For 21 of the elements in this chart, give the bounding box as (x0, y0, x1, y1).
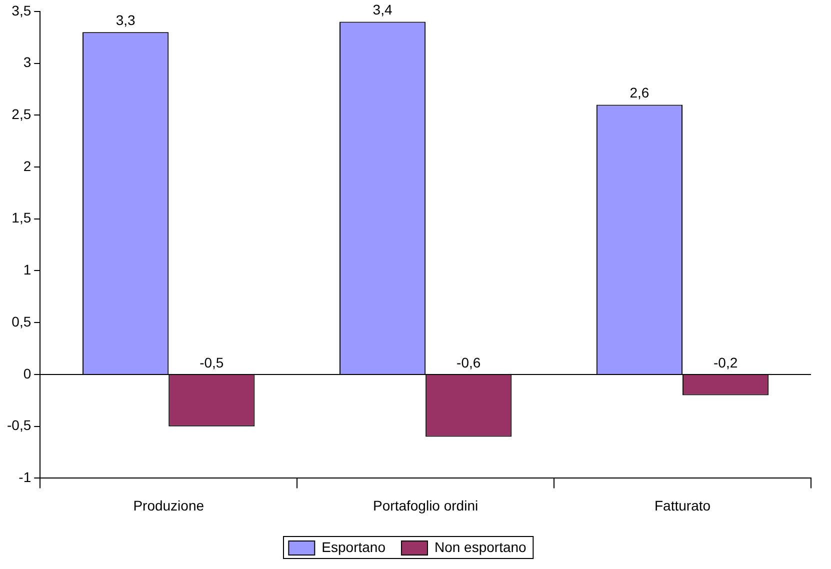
y-tick-label: 0,5 (12, 313, 32, 330)
data-label: -0,6 (456, 354, 481, 370)
data-label: 3,3 (116, 12, 136, 28)
x-tick-label: Produzione (133, 497, 204, 514)
data-label: 3,4 (372, 2, 392, 18)
y-tick-label: 3,5 (12, 2, 32, 18)
x-tick-label: Fatturato (654, 497, 711, 514)
y-tick-label: 1 (23, 262, 32, 278)
y-tick-label: 2,5 (12, 106, 32, 122)
data-label: -0,2 (714, 354, 738, 370)
x-tick-label: Portafoglio ordini (373, 497, 478, 514)
y-tick-label: 0 (23, 365, 32, 382)
y-tick-label: 1,5 (12, 210, 32, 226)
legend-label: Esportano (322, 538, 386, 555)
data-label: 2,6 (630, 84, 650, 101)
y-tick-label: 2 (23, 158, 32, 174)
legend-label: Non esportano (434, 538, 527, 555)
data-label: -0,5 (200, 354, 224, 370)
y-tick-label: -1 (18, 469, 32, 486)
y-tick-label: 3 (23, 54, 32, 70)
y-tick-label: -0,5 (7, 417, 32, 434)
